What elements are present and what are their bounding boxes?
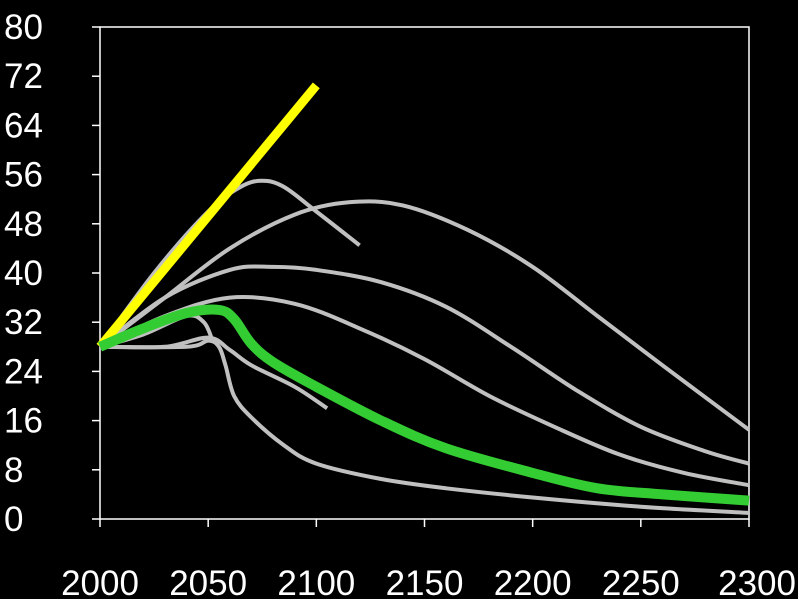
y-tick-label: 16 <box>4 402 43 441</box>
y-tick-label: 48 <box>4 205 43 244</box>
x-tick-label: 2150 <box>386 564 464 599</box>
tick-labels: 0 8 16 24 32 40 48 56 64 72 80 2000 2050 2100 2150 2200… <box>4 8 796 599</box>
y-tick-label: 40 <box>4 254 43 293</box>
x-tick-label: 2300 <box>718 564 796 599</box>
x-tick-label: 2200 <box>494 564 572 599</box>
y-tick-label: 32 <box>4 303 43 342</box>
projection-series-line-1 <box>98 178 361 348</box>
y-tick-label: 56 <box>4 156 43 195</box>
x-tick-label: 2050 <box>169 564 247 599</box>
linear-series-line <box>96 82 320 350</box>
y-tick-label: 24 <box>4 352 43 391</box>
y-tick-label: 80 <box>4 8 43 47</box>
projection-series-line-5 <box>99 338 750 515</box>
axes <box>92 26 750 527</box>
y-tick-label: 0 <box>4 500 23 539</box>
series-group <box>96 82 751 515</box>
y-tick-label: 8 <box>4 451 23 490</box>
projection-series-line-4 <box>99 294 750 488</box>
x-tick-label: 2100 <box>277 564 355 599</box>
x-tick-label: 2000 <box>61 564 139 599</box>
x-tick-label: 2250 <box>602 564 680 599</box>
projection-series-line-6 <box>99 335 329 410</box>
highlight-series-line <box>98 304 750 506</box>
y-tick-label: 72 <box>4 57 43 96</box>
projection-series-line-3 <box>98 264 750 466</box>
y-tick-label: 64 <box>4 106 43 145</box>
projection-series-line-2 <box>98 199 751 432</box>
